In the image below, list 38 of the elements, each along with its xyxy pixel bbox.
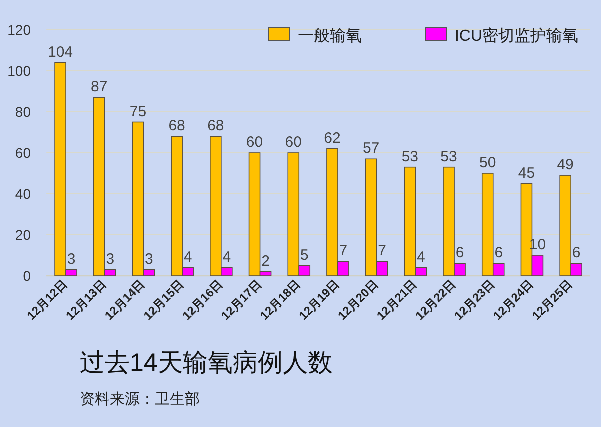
data-label: 2 xyxy=(262,252,270,270)
legend-label: 一般输氧 xyxy=(298,28,362,45)
legend-label: ICU密切监护输氧 xyxy=(454,27,578,45)
data-label: 6 xyxy=(494,244,504,262)
data-label: 75 xyxy=(130,103,147,120)
data-label: 7 xyxy=(339,242,348,260)
y-tick-label: 100 xyxy=(8,63,32,79)
y-tick-label: 60 xyxy=(15,145,32,161)
data-label: 6 xyxy=(572,244,581,262)
data-label: 5 xyxy=(300,246,309,264)
data-label: 104 xyxy=(48,44,74,61)
data-label: 57 xyxy=(362,140,380,158)
data-label: 4 xyxy=(184,248,192,266)
data-label: 49 xyxy=(557,156,574,174)
y-tick-label: 0 xyxy=(23,268,32,284)
data-label: 60 xyxy=(246,134,264,151)
data-label: 68 xyxy=(168,118,186,135)
data-label: 4 xyxy=(417,248,426,266)
data-label: 4 xyxy=(222,248,232,266)
data-label: 68 xyxy=(208,118,224,135)
text: 资料来源：卫生部 xyxy=(80,391,200,408)
data-label: 7 xyxy=(378,242,386,260)
data-label: 87 xyxy=(91,78,108,96)
data-label: 3 xyxy=(145,250,154,268)
y-tick-label: 20 xyxy=(15,227,32,243)
data-label: 53 xyxy=(402,148,419,166)
text: 过去14天输氧病例人数 xyxy=(80,349,333,377)
data-label: 6 xyxy=(456,244,464,262)
data-label: 62 xyxy=(324,130,341,147)
data-label: 53 xyxy=(440,148,458,166)
data-label: 45 xyxy=(518,164,536,182)
data-label: 3 xyxy=(67,250,76,268)
data-label: 60 xyxy=(285,134,302,151)
y-tick-label: 40 xyxy=(15,186,32,202)
data-label: 3 xyxy=(106,250,115,268)
y-tick-label: 120 xyxy=(8,22,32,38)
y-tick-label: 80 xyxy=(15,104,32,120)
data-label: 50 xyxy=(480,154,496,172)
